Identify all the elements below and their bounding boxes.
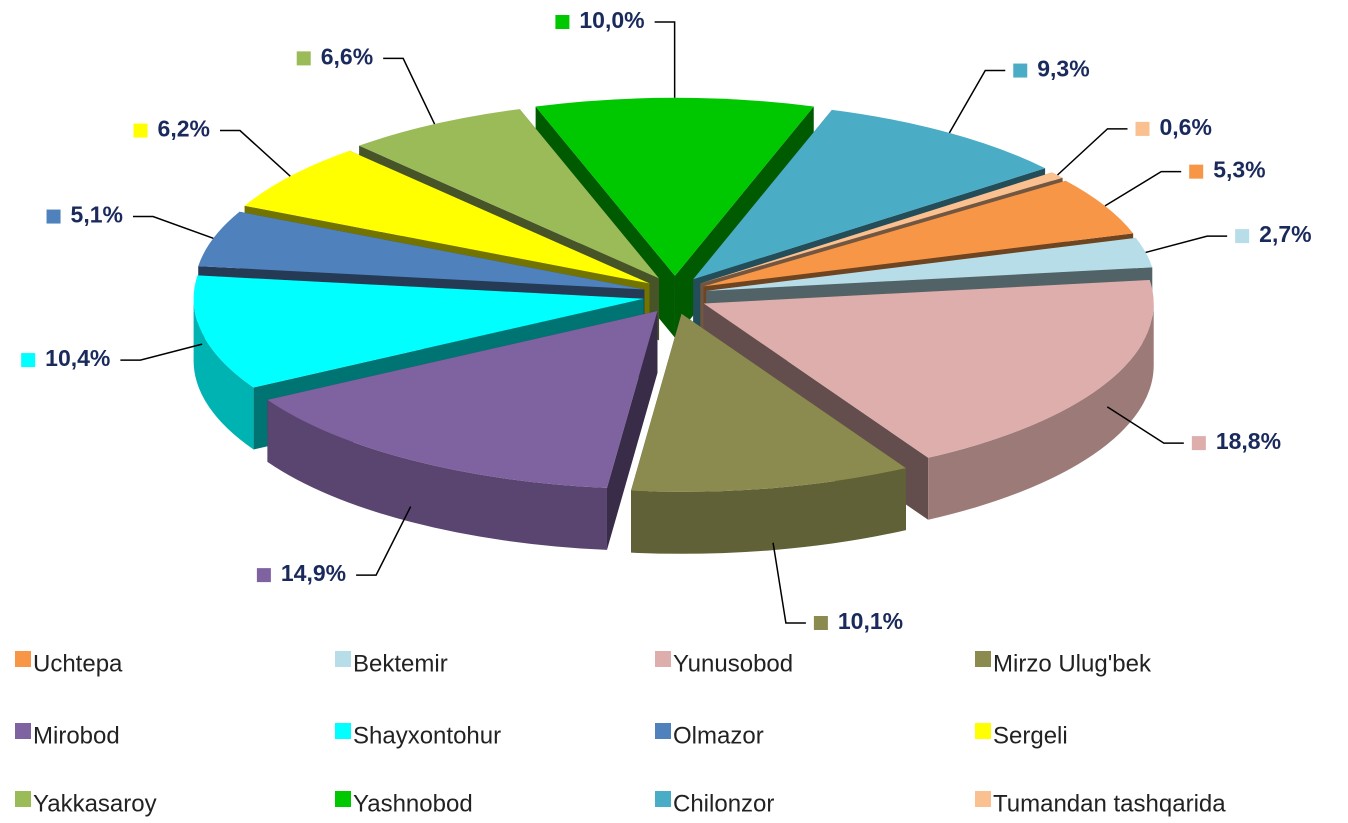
legend-label: Mirobod (33, 722, 120, 749)
slice-side (193, 298, 254, 450)
leader-line (1145, 235, 1228, 254)
leader-line (654, 21, 676, 98)
value-label: 18,8% (1216, 428, 1281, 454)
legend-swatch (975, 791, 991, 807)
label-marker (296, 51, 311, 66)
slice (700, 172, 1063, 284)
legend-label: Tumandan tashqarida (993, 790, 1226, 817)
leader-line (772, 542, 806, 624)
slice (631, 313, 906, 492)
pie (193, 97, 1154, 554)
value-label: 10,0% (579, 7, 644, 33)
leader-line (120, 343, 203, 361)
leader-line (948, 69, 1006, 134)
label-marker (1191, 436, 1206, 451)
leader-line (1104, 170, 1182, 207)
value-label: 2,7% (1259, 221, 1311, 247)
legend-label: Olmazor (673, 722, 764, 749)
slice (267, 311, 658, 488)
slice (244, 150, 650, 284)
value-label: 6,6% (321, 43, 373, 69)
value-label: 10,4% (45, 345, 110, 371)
legend-swatch (15, 723, 31, 739)
label-marker (1189, 164, 1204, 179)
leader-line (219, 129, 291, 177)
legend-swatch (15, 791, 31, 807)
legend-swatch (655, 723, 671, 739)
slice (706, 237, 1153, 291)
slice (703, 180, 1134, 287)
label-marker (133, 123, 148, 138)
label-marker (813, 615, 828, 630)
legend-label: Yunusobod (673, 650, 793, 677)
label-marker (21, 353, 36, 368)
value-label: 6,2% (158, 116, 210, 142)
slice (198, 211, 645, 290)
legend-swatch (15, 651, 31, 667)
leader-line (356, 506, 412, 576)
legend-swatch (975, 723, 991, 739)
legend-swatch (335, 791, 351, 807)
label-marker (256, 568, 271, 583)
legend-swatch (335, 723, 351, 739)
value-label: 9,3% (1037, 56, 1089, 82)
slice-side (631, 468, 906, 554)
slice (359, 109, 660, 279)
label-marker (555, 15, 570, 30)
legend-label: Sergeli (993, 722, 1068, 749)
leader-line (132, 215, 214, 240)
label-marker (1013, 63, 1028, 78)
value-label: 10,1% (838, 608, 903, 634)
slice-side (928, 303, 1154, 520)
legend-label: Yashnobod (353, 790, 473, 817)
legend-label: Uchtepa (33, 650, 123, 677)
legend-swatch (655, 791, 671, 807)
legend-label: Mirzo Ulug'bek (993, 650, 1152, 677)
slice (693, 109, 1046, 280)
slice (535, 97, 814, 276)
legend-swatch (655, 651, 671, 667)
slice-side (267, 399, 607, 550)
value-label: 0,6% (1159, 114, 1211, 140)
value-label: 5,3% (1213, 157, 1265, 183)
value-label: 5,1% (71, 202, 123, 228)
legend-label: Yakkasaroy (33, 790, 157, 817)
slice (193, 275, 644, 388)
legend-label: Shayxontohur (353, 722, 501, 749)
leader-line (1056, 128, 1128, 176)
leader-line (1106, 406, 1184, 444)
label-marker (1135, 121, 1150, 136)
legend-label: Bektemir (353, 650, 448, 677)
value-label: 14,9% (281, 560, 346, 586)
legend-swatch (975, 651, 991, 667)
legend-swatch (335, 651, 351, 667)
legend-label: Chilonzor (673, 790, 774, 817)
leader-line (383, 57, 436, 125)
label-marker (46, 209, 61, 224)
slice (703, 279, 1154, 458)
label-marker (1235, 229, 1250, 244)
